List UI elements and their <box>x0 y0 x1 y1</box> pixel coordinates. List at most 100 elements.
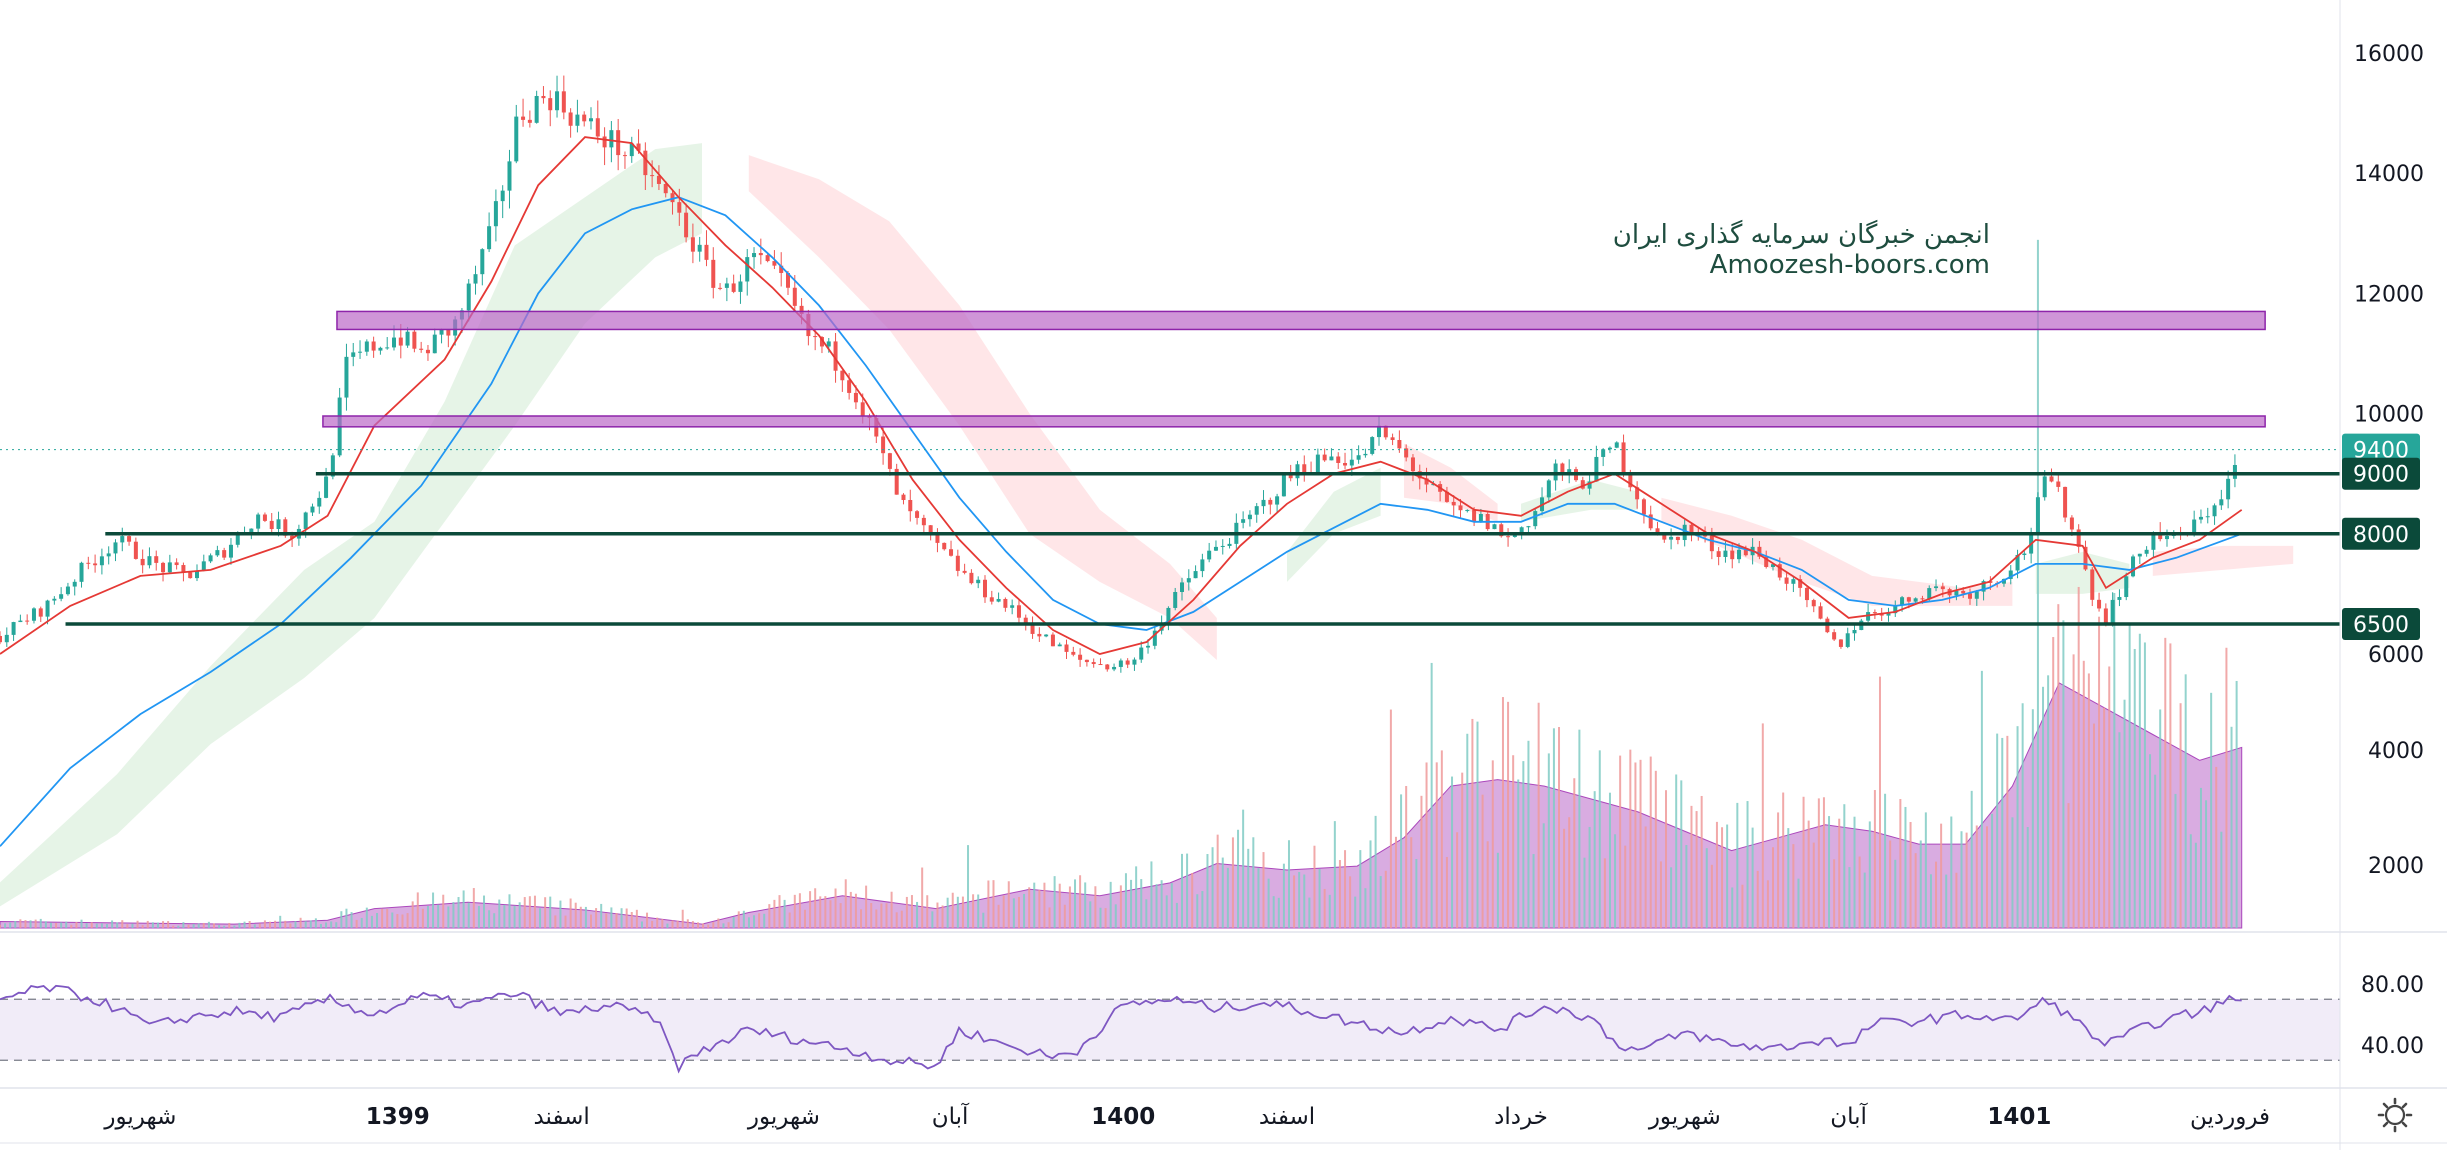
volume-bar <box>1853 816 1856 928</box>
candle <box>1893 600 1898 617</box>
candle <box>1356 445 1361 464</box>
candle <box>1247 510 1252 527</box>
candle <box>1302 455 1307 482</box>
candle-body <box>2219 499 2224 506</box>
candle-body <box>1458 505 1463 511</box>
candle-body <box>962 570 967 573</box>
settings-icon[interactable] <box>2377 1097 2413 1133</box>
volume-bar <box>1527 740 1530 928</box>
candle-body <box>697 244 702 252</box>
volume-bar <box>600 903 603 928</box>
candle-body <box>955 555 960 571</box>
volume-bar <box>910 895 913 928</box>
candle <box>473 265 478 295</box>
price-axis: 1600014000120001000060004000200094009000… <box>2339 0 2424 1150</box>
volume-bar <box>2220 831 2223 928</box>
candle-body <box>1900 597 1905 606</box>
candle <box>1635 481 1640 509</box>
candle <box>1179 577 1184 601</box>
candle <box>419 341 424 353</box>
candle <box>1601 448 1606 467</box>
candle-body <box>1757 546 1762 557</box>
candle-body <box>1084 659 1089 663</box>
candle <box>317 491 322 514</box>
volume-bar <box>824 896 827 928</box>
volume-bar <box>2026 827 2029 928</box>
volume-bar <box>1012 898 1015 928</box>
candle-body <box>928 525 933 533</box>
candle-body <box>1798 579 1803 588</box>
candle-body <box>1125 660 1130 665</box>
candle <box>378 346 383 355</box>
candle <box>1669 528 1674 550</box>
volume-bar <box>2159 709 2162 928</box>
volume-bar <box>1924 812 1927 928</box>
candle <box>2205 507 2210 524</box>
candle-body <box>758 253 763 256</box>
resistance-zones-layer <box>322 310 2266 428</box>
volume-bar <box>228 922 231 928</box>
volume-bar <box>1252 837 1255 928</box>
candle-body <box>765 255 770 262</box>
candle-body <box>1173 591 1178 608</box>
volume-bar <box>773 899 776 928</box>
volume-bar <box>625 908 628 928</box>
candle-body <box>1770 564 1775 567</box>
watermark-url: Amoozesh-boors.com <box>1710 250 1990 280</box>
time-tick-label: خرداد <box>1494 1104 1548 1130</box>
candle-body <box>256 514 261 529</box>
volume-bar <box>584 906 587 928</box>
volume-bar <box>2052 637 2055 928</box>
candle-body <box>1607 447 1612 450</box>
volume-bar <box>1053 876 1056 928</box>
volume-bar <box>528 896 531 928</box>
candle-body <box>853 392 858 403</box>
candle-body <box>1621 442 1626 473</box>
volume-bar <box>579 906 582 928</box>
candle-body <box>813 336 818 338</box>
volume-bar <box>707 924 710 928</box>
candle <box>785 270 790 296</box>
candle-body <box>1492 524 1497 530</box>
candle-body <box>1451 501 1456 506</box>
candle <box>853 385 858 410</box>
candle <box>1139 641 1144 663</box>
candle <box>656 165 661 191</box>
volume-bar <box>712 922 715 928</box>
candle-body <box>174 562 179 566</box>
volume-bar <box>1700 795 1703 928</box>
candle-body <box>1105 664 1110 670</box>
candle <box>813 329 818 351</box>
volume-bar <box>539 908 542 928</box>
candle-body <box>996 598 1001 602</box>
volume-bar <box>1603 858 1606 928</box>
candle-body <box>792 287 797 306</box>
volume-bar <box>936 902 939 928</box>
candle <box>106 546 111 565</box>
candle-body <box>290 535 295 539</box>
volume-bar <box>1675 774 1678 928</box>
volume-bar <box>523 897 526 928</box>
candle-body <box>99 556 104 566</box>
candle <box>1044 634 1049 638</box>
candle <box>1492 523 1497 530</box>
candle-body <box>1118 660 1123 667</box>
candle <box>1010 599 1015 615</box>
volume-bar <box>2133 648 2136 928</box>
candle-body <box>2226 478 2231 500</box>
candle-body <box>1906 597 1911 602</box>
candle-body <box>1064 644 1069 652</box>
candle <box>1071 646 1076 657</box>
candle <box>1716 547 1721 566</box>
volume-bar <box>1068 886 1071 928</box>
candle-body <box>656 175 661 184</box>
volume-bar <box>1792 844 1795 928</box>
candle-body <box>1288 475 1293 479</box>
volume-bar <box>1945 874 1948 928</box>
volume-bar <box>1481 794 1484 928</box>
candle <box>2063 486 2068 523</box>
candle-body <box>2001 578 2006 584</box>
candle-body <box>1010 605 1015 608</box>
candle-body <box>989 597 994 602</box>
